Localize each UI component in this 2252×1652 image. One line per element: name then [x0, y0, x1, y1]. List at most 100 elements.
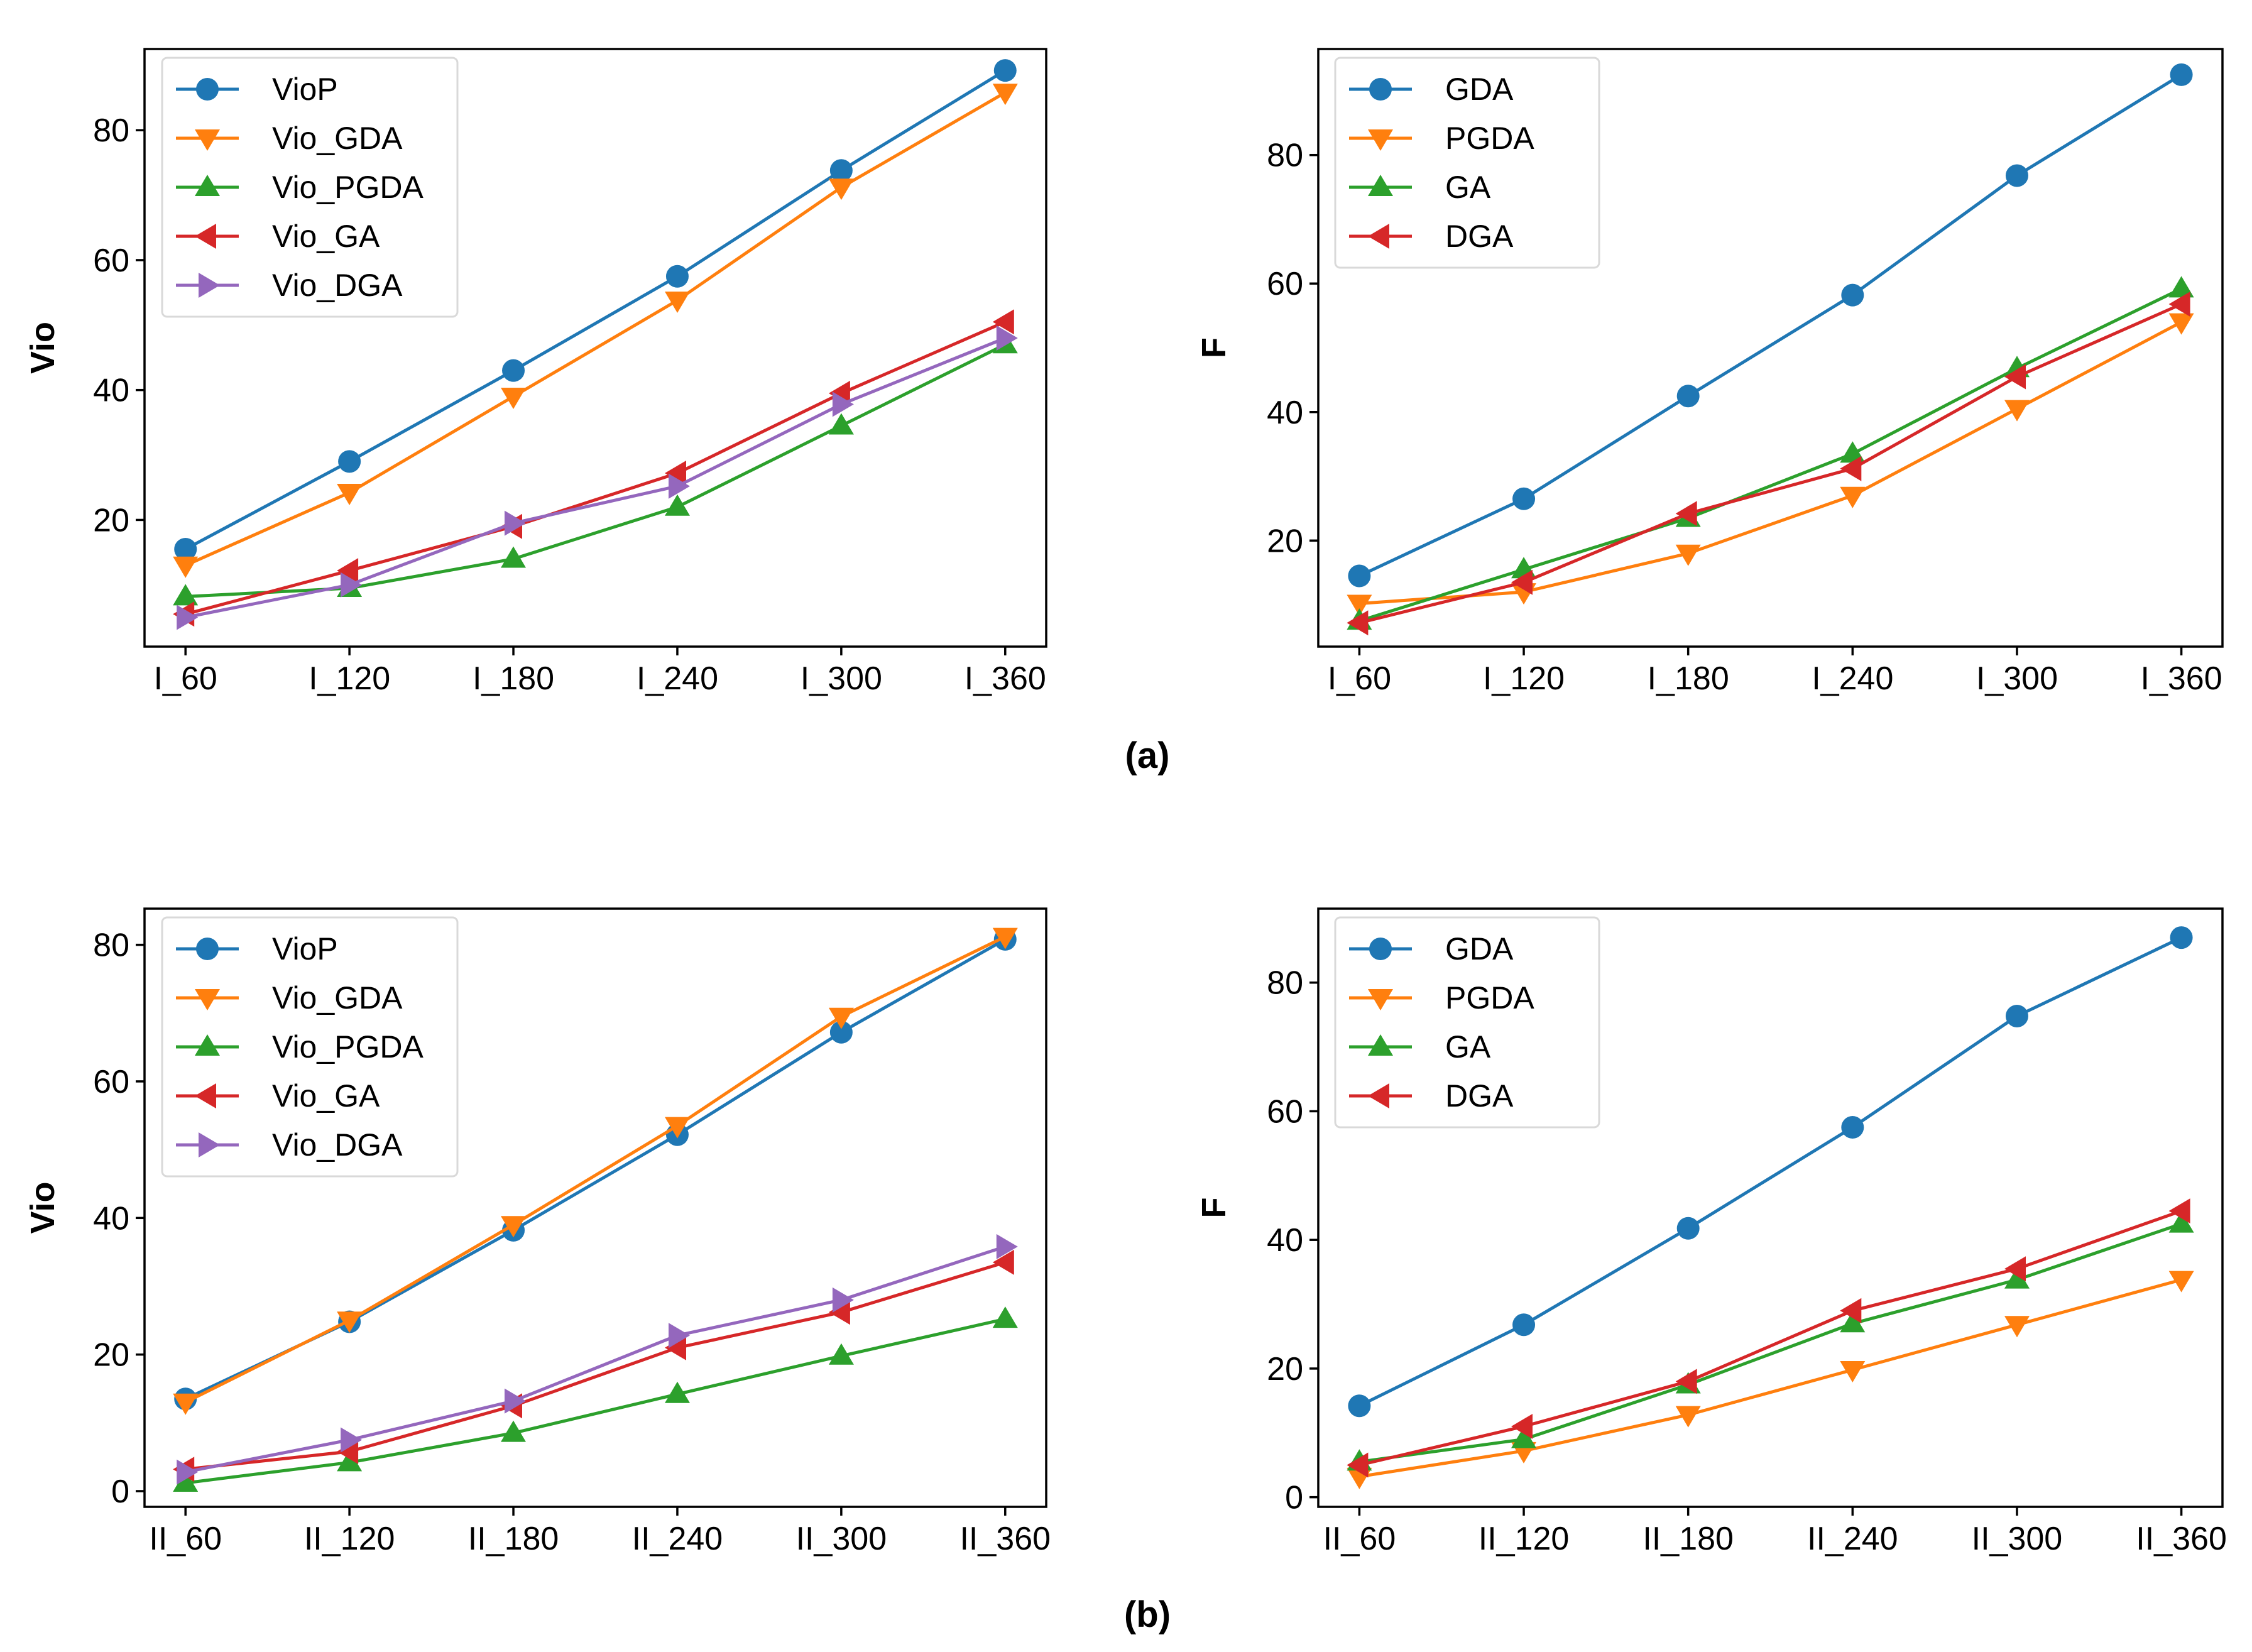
series-vio-dga — [177, 325, 1018, 630]
legend-marker — [196, 78, 219, 101]
y-tick-label: 20 — [93, 502, 129, 539]
series-line — [185, 91, 1007, 567]
legend-marker — [1368, 175, 1393, 196]
data-point — [1347, 610, 1369, 636]
data-point — [828, 1007, 854, 1029]
data-point — [992, 84, 1018, 106]
data-point — [829, 1020, 853, 1044]
axes-frame — [1317, 907, 2224, 1508]
data-point — [1511, 569, 1533, 595]
series-line — [185, 1245, 1006, 1474]
data-point — [2005, 1004, 2028, 1027]
legend-label: Vio_PGDA — [272, 1029, 424, 1064]
legend-frame — [1334, 916, 1600, 1129]
data-point — [2168, 276, 2194, 298]
data-point — [2168, 1198, 2190, 1224]
x-tick-label: I_120 — [1483, 660, 1565, 697]
x-tick-label: II_180 — [1643, 1521, 1734, 1557]
x-tick-label: II_240 — [1807, 1521, 1898, 1557]
legend-label: GA — [1445, 170, 1491, 205]
series-line — [1358, 1209, 2182, 1467]
legend-label: PGDA — [1445, 121, 1534, 156]
series-vio-ga — [173, 309, 1014, 627]
data-point — [1347, 1452, 1369, 1478]
legend-entry-pgda: PGDA — [1349, 980, 1534, 1015]
legend-marker — [196, 938, 219, 960]
legend: GDA PGDA GA DGA — [1334, 916, 1600, 1129]
data-point — [2005, 164, 2028, 187]
data-point — [996, 325, 1018, 351]
y-axis-label: F — [1195, 337, 1233, 358]
data-point — [338, 450, 361, 473]
y-tick-label: 0 — [111, 1474, 129, 1510]
data-point — [1840, 486, 1866, 508]
y-tick-label: 60 — [1267, 1093, 1303, 1130]
series-viop — [174, 59, 1017, 561]
data-point — [832, 1287, 854, 1313]
data-point — [828, 1299, 850, 1325]
legend-marker — [1368, 129, 1393, 151]
legend-marker — [195, 989, 220, 1010]
legend-entry-ga: GA — [1349, 1029, 1491, 1064]
y-tick-label: 60 — [1267, 266, 1303, 302]
series-vio-ga — [173, 1249, 1014, 1482]
x-tick-label: I_240 — [1812, 660, 1893, 697]
data-point — [501, 546, 526, 568]
legend-entry-viop: VioP — [176, 72, 338, 107]
legend-marker — [195, 224, 216, 249]
data-point — [2168, 1211, 2194, 1233]
legend-label: Vio_PGDA — [272, 170, 424, 205]
y-axis-label: F — [1195, 1198, 1233, 1218]
y-tick-label: 60 — [93, 243, 129, 279]
legend-label: Vio_GA — [272, 1078, 380, 1113]
series-vio-gda — [173, 84, 1018, 578]
x-tick-label: II_240 — [632, 1521, 723, 1557]
data-point — [173, 1470, 199, 1492]
data-point — [2170, 926, 2193, 949]
legend-label: PGDA — [1445, 980, 1534, 1015]
data-point — [2004, 1316, 2030, 1338]
data-point — [177, 1459, 199, 1485]
data-point — [828, 1343, 854, 1365]
legend: VioP Vio_GDA Vio_PGDA Vio_GA Vio_DGA — [161, 57, 459, 318]
x-tick-label: I_360 — [2141, 660, 2222, 697]
series-line — [185, 343, 1006, 598]
data-point — [1840, 1311, 1866, 1333]
data-point — [1840, 441, 1866, 463]
legend-label: DGA — [1445, 219, 1514, 254]
data-point — [1841, 1116, 1864, 1139]
x-tick-label: II_360 — [2136, 1521, 2227, 1557]
legend: VioP Vio_GDA Vio_PGDA Vio_GA Vio_DGA — [161, 916, 459, 1178]
series-line — [185, 1317, 1006, 1485]
data-point — [665, 461, 686, 486]
legend-marker — [199, 1132, 220, 1157]
legend-entry-vio-dga: Vio_DGA — [176, 1127, 403, 1162]
data-point — [501, 388, 526, 409]
data-point — [501, 1420, 526, 1442]
data-point — [1511, 1414, 1533, 1439]
y-tick-label: 60 — [93, 1064, 129, 1100]
series-line — [1358, 73, 2182, 577]
series-line — [1358, 287, 2182, 623]
data-point — [828, 178, 854, 200]
data-point — [502, 359, 525, 382]
y-tick-label: 80 — [1267, 138, 1303, 174]
data-point — [337, 484, 363, 505]
axes-frame — [143, 907, 1047, 1508]
series-dga — [1347, 292, 2190, 636]
x-tick-label: I_360 — [965, 660, 1046, 697]
data-point — [1675, 1406, 1701, 1428]
data-point — [993, 59, 1017, 82]
legend-marker — [1368, 989, 1393, 1010]
y-axis-label: Vio — [24, 322, 62, 374]
x-tick-label: I_60 — [154, 660, 217, 697]
series-line — [1359, 320, 2182, 605]
series-ga — [1347, 276, 2194, 630]
series-line — [1358, 302, 2182, 625]
y-tick-label: 40 — [1267, 395, 1303, 431]
data-point — [1840, 456, 1862, 481]
data-point — [1348, 1394, 1371, 1418]
legend-entry-dga: DGA — [1349, 1078, 1514, 1113]
legend-label: Vio_GDA — [272, 980, 403, 1015]
data-point — [1840, 1361, 1866, 1382]
